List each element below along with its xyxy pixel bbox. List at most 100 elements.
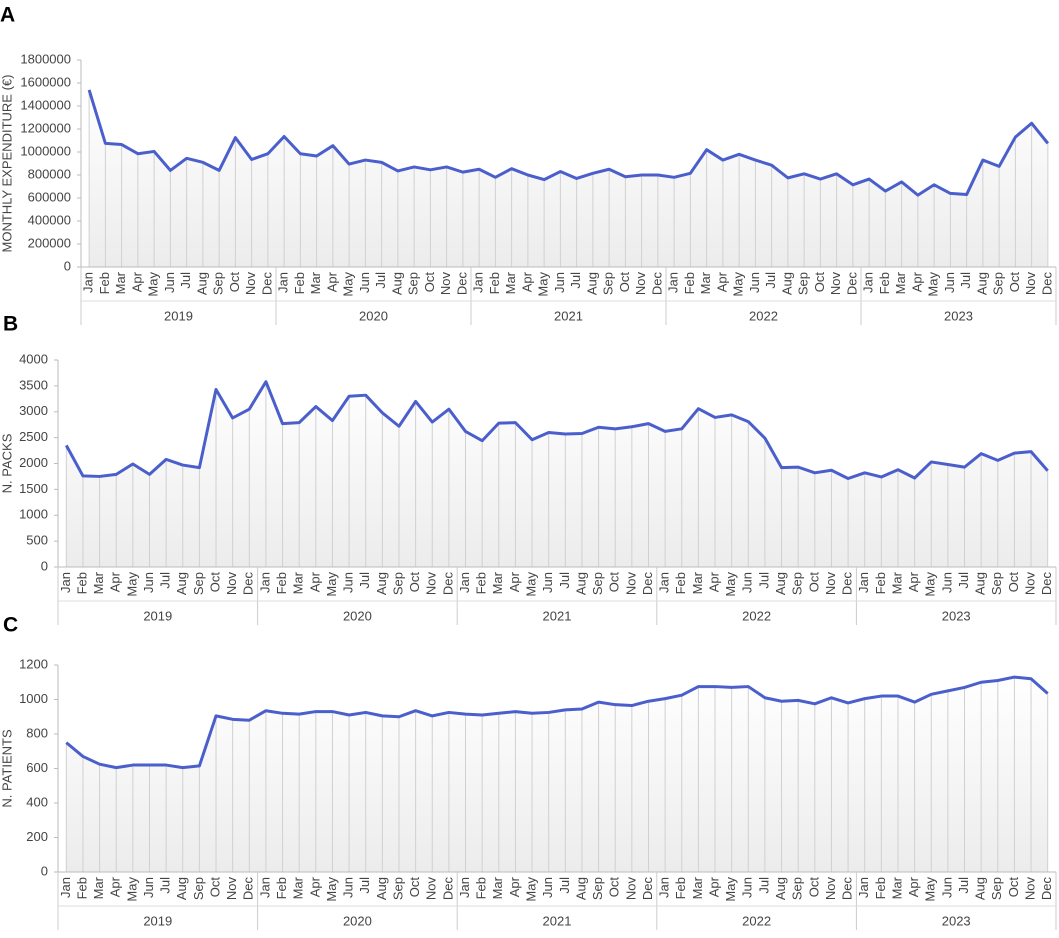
y-tick-label: 1200 [19,656,48,671]
x-tick-label: Sep [191,877,206,900]
x-tick-label: Apr [307,571,322,592]
x-tick-label: Jun [939,572,954,593]
x-tick-label: Nov [224,572,239,596]
group-label: 2023 [942,913,971,928]
panel-label: B [3,313,18,336]
x-tick-label: Sep [989,572,1004,595]
x-tick-label: Jul [568,272,583,289]
y-tick-label: 3000 [19,403,48,418]
y-tick-label: 400000 [28,212,71,227]
x-tick-label: Oct [806,877,821,898]
x-tick-label: Nov [623,877,638,901]
y-axis-label: N. PATIENTS [0,729,14,808]
x-tick-label: Oct [617,272,632,293]
x-tick-label: Nov [424,877,439,901]
x-tick-label: Jan [657,877,672,898]
x-tick-label: Dec [454,272,469,296]
line [64,380,1049,481]
x-tick-label: Sep [989,877,1004,900]
x-tick-label: Nov [1022,572,1037,596]
x-tick-label: Nov [828,272,843,296]
x-tick-label: Jan [58,877,73,898]
x-tick-label: Nov [823,572,838,596]
x-tick-label: Jan [257,877,272,898]
y-axis-label: N. PACKS [0,433,14,493]
x-tick-label: Oct [812,272,827,293]
x-tick-label: Mar [113,271,128,294]
x-tick-label: May [124,572,139,597]
x-tick-label: Mar [91,571,106,594]
x-tick-label: Oct [1007,272,1022,293]
x-tick-label: May [723,877,738,902]
x-tick-label: Jul [756,877,771,894]
x-tick-label: Feb [74,572,89,594]
x-tick-label: Sep [211,272,226,295]
x-tick-label: Mar [291,876,306,899]
x-tick-label: Feb [487,272,502,294]
x-tick-label: Dec [1039,572,1054,596]
x-tick-label: May [731,272,746,297]
y-tick-label: 4000 [19,351,48,366]
x-tick-label: Nov [424,572,439,596]
x-tick-label: Oct [806,572,821,593]
area [66,381,1048,567]
x-tick-label: Jun [740,877,755,898]
x-tick-label: Aug [773,572,788,595]
line [87,89,1050,197]
x-tick-label: Oct [1006,572,1021,593]
x-tick-label: Jun [747,272,762,293]
x-tick-label: Apr [706,876,721,897]
y-tick-label: 1000000 [20,143,71,158]
group-label: 2022 [749,308,778,323]
x-tick-label: Apr [706,571,721,592]
x-tick-label: Aug [174,572,189,595]
y-tick-label: 0 [41,863,48,878]
panel-label: A [0,4,15,27]
y-tick-label: 200 [26,829,48,844]
x-tick-label: Apr [108,571,123,592]
x-tick-label: Jan [657,572,672,593]
group-label: 2023 [942,608,971,623]
x-tick-label: Jan [861,272,876,293]
x-tick-label: Jan [81,272,96,293]
group-label: 2020 [359,308,388,323]
x-tick-label: Sep [406,272,421,295]
y-tick-label: 1500 [19,481,48,496]
x-tick-label: May [536,272,551,297]
x-tick-label: Aug [374,572,389,595]
group-label: 2020 [343,913,372,928]
x-tick-label: Jul [158,572,173,589]
group-label: 2021 [543,608,572,623]
x-tick-label: Jun [740,572,755,593]
x-tick-label: Feb [474,877,489,899]
x-tick-label: Aug [389,272,404,295]
x-tick-label: Mar [893,271,908,294]
x-tick-label: Dec [259,272,274,296]
x-tick-label: Feb [97,272,112,294]
x-tick-label: Nov [823,877,838,901]
x-tick-label: Jul [958,272,973,289]
x-tick-label: Dec [640,572,655,596]
x-tick-label: Sep [991,272,1006,295]
x-tick-label: Sep [191,572,206,595]
x-tick-label: Dec [640,877,655,901]
line [65,675,1049,770]
x-tick-label: Jul [357,877,372,894]
y-tick-label: 1000 [19,507,48,522]
x-tick-label: Oct [422,272,437,293]
x-tick-label: Mar [308,271,323,294]
x-tick-label: Dec [1039,877,1054,901]
x-tick-label: Jan [856,572,871,593]
y-tick-label: 800000 [28,166,71,181]
x-tick-label: Jan [457,572,472,593]
x-tick-label: Jun [540,877,555,898]
x-tick-label: Sep [590,572,605,595]
x-tick-label: Dec [840,877,855,901]
x-tick-label: Nov [224,877,239,901]
x-tick-label: Jul [373,272,388,289]
x-tick-label: Oct [407,877,422,898]
x-tick-label: Aug [973,572,988,595]
x-tick-label: Aug [779,272,794,295]
y-tick-label: 600 [26,760,48,775]
